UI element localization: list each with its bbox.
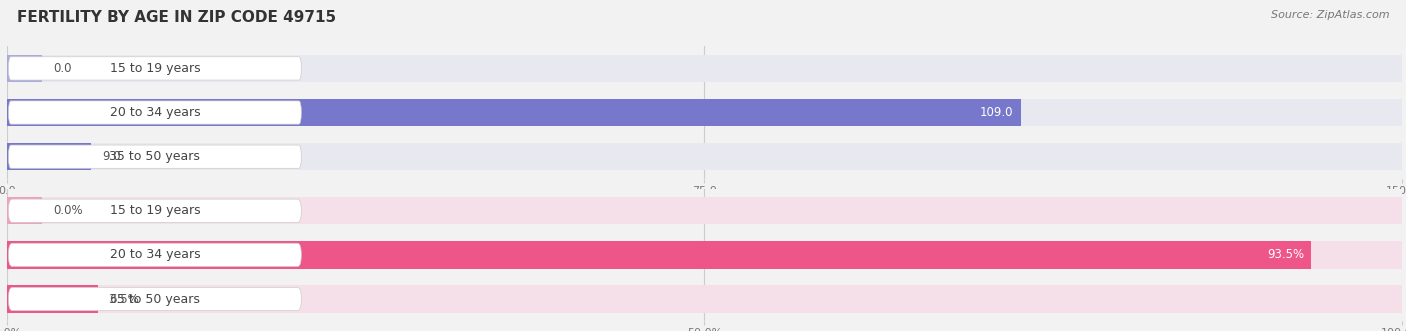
- Bar: [7, 99, 1402, 126]
- Text: 0.0: 0.0: [53, 62, 72, 75]
- Bar: [7, 99, 1021, 126]
- Text: 15 to 19 years: 15 to 19 years: [110, 62, 200, 75]
- Bar: [7, 197, 1402, 224]
- Bar: [7, 55, 1402, 82]
- Text: 109.0: 109.0: [980, 106, 1014, 119]
- FancyBboxPatch shape: [8, 145, 301, 168]
- Text: FERTILITY BY AGE IN ZIP CODE 49715: FERTILITY BY AGE IN ZIP CODE 49715: [17, 10, 336, 25]
- Text: 35 to 50 years: 35 to 50 years: [110, 150, 200, 163]
- Text: 35 to 50 years: 35 to 50 years: [110, 293, 200, 306]
- Bar: [7, 197, 42, 224]
- FancyBboxPatch shape: [8, 57, 301, 80]
- Text: 6.5%: 6.5%: [108, 293, 139, 306]
- FancyBboxPatch shape: [8, 243, 301, 266]
- Bar: [7, 241, 1312, 268]
- Bar: [7, 285, 97, 313]
- Text: 9.0: 9.0: [101, 150, 121, 163]
- Text: 0.0%: 0.0%: [53, 204, 83, 217]
- Bar: [7, 143, 91, 170]
- Bar: [7, 55, 42, 82]
- Bar: [7, 241, 1402, 268]
- FancyBboxPatch shape: [8, 199, 301, 222]
- Text: 93.5%: 93.5%: [1267, 248, 1305, 261]
- Text: 15 to 19 years: 15 to 19 years: [110, 204, 200, 217]
- Text: 20 to 34 years: 20 to 34 years: [110, 248, 200, 261]
- FancyBboxPatch shape: [8, 287, 301, 310]
- FancyBboxPatch shape: [8, 101, 301, 124]
- Text: Source: ZipAtlas.com: Source: ZipAtlas.com: [1271, 10, 1389, 20]
- Bar: [7, 285, 1402, 313]
- Bar: [7, 143, 1402, 170]
- Text: 20 to 34 years: 20 to 34 years: [110, 106, 200, 119]
